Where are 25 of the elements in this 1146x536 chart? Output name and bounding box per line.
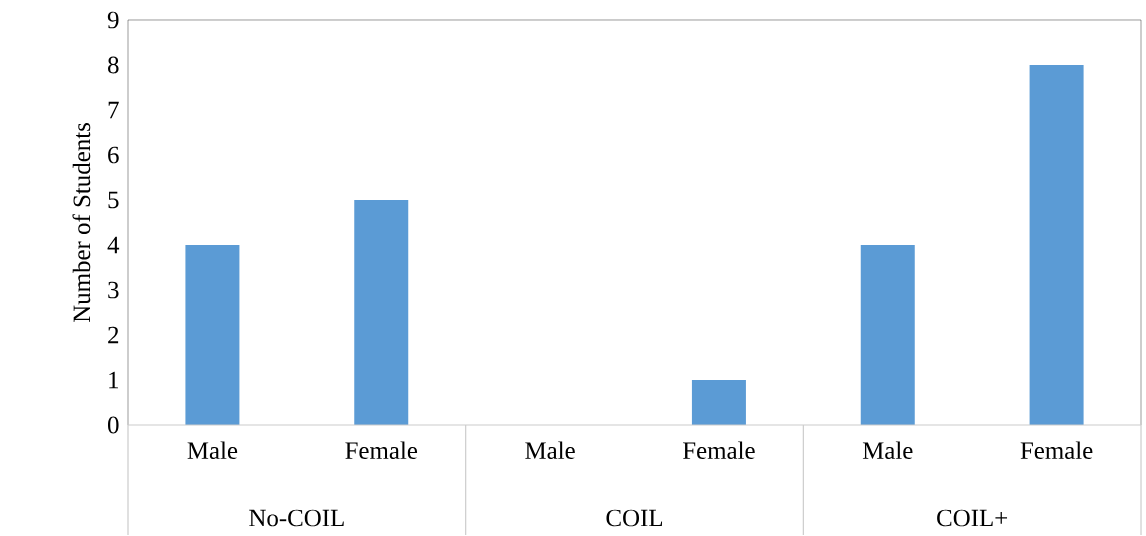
y-tick-label: 9 bbox=[107, 11, 119, 29]
y-tick-label: 1 bbox=[109, 371, 118, 389]
x-tick-label: Female bbox=[682, 441, 755, 460]
x-tick-label: Female bbox=[1020, 441, 1093, 460]
x-tick-label: Female bbox=[345, 441, 418, 460]
y-tick-label: 8 bbox=[108, 56, 119, 74]
x-tick-label: Male bbox=[525, 441, 575, 460]
y-tick-label: 4 bbox=[107, 237, 120, 254]
y-tick-label: 2 bbox=[108, 326, 119, 344]
bar bbox=[185, 245, 240, 426]
y-tick-label: 0 bbox=[108, 416, 119, 434]
bar bbox=[691, 380, 746, 426]
text: COIL+ bbox=[937, 509, 1008, 527]
bar bbox=[1029, 65, 1084, 426]
text: COIL bbox=[606, 509, 663, 527]
bar bbox=[354, 200, 409, 426]
y-tick-label: 3 bbox=[108, 281, 119, 299]
y-axis-title: Number of Students bbox=[72, 123, 91, 323]
y-tick-label: 7 bbox=[108, 102, 119, 119]
y-tick-label: 5 bbox=[108, 191, 119, 209]
x-tick-label: Male bbox=[862, 441, 913, 460]
bar bbox=[860, 245, 915, 426]
text: No-COIL bbox=[249, 509, 344, 527]
y-tick-label: 6 bbox=[108, 146, 119, 164]
x-tick-label: Male bbox=[187, 441, 238, 460]
